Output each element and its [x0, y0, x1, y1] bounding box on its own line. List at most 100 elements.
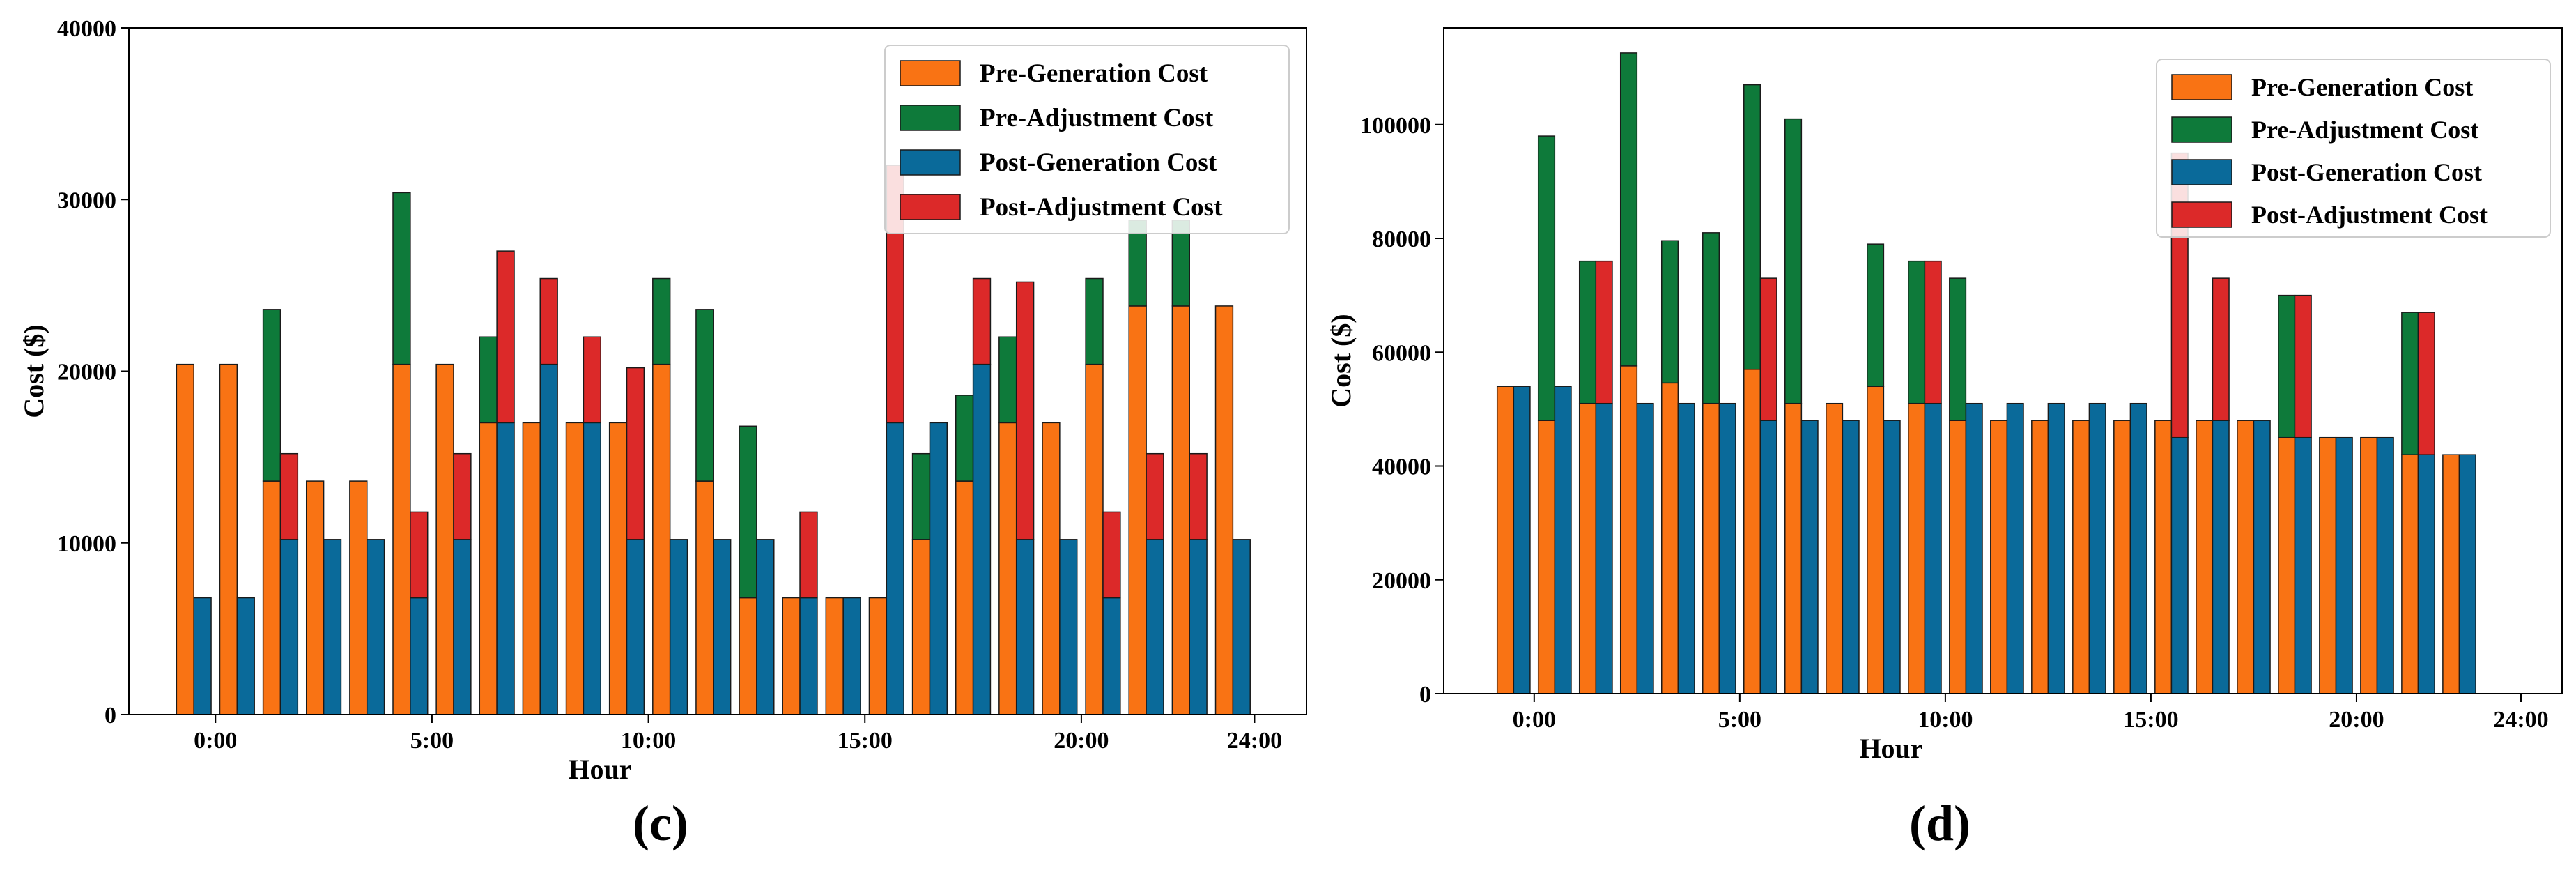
bar-post-adjustment-cost-h18	[972, 277, 992, 365]
bar-pre-generation-cost-h20	[2319, 436, 2337, 694]
bar-pre-adjustment-cost-h11	[652, 277, 671, 365]
bar-post-adjustment-cost-h23	[1189, 452, 1208, 540]
x-tick-label: 15:00	[838, 728, 893, 754]
panel-label-d: (d)	[1909, 795, 1970, 851]
bar-pre-adjustment-cost-h1	[1537, 135, 1556, 421]
bar-pre-generation-cost-h17	[911, 539, 931, 715]
bar-post-adjustment-cost-h10	[626, 367, 645, 540]
bar-post-generation-cost-h9	[1883, 420, 1901, 694]
y-tick-label: 0	[1419, 682, 1431, 708]
bar-post-generation-cost-h4	[1677, 402, 1695, 694]
y-tick-label: 10000	[57, 531, 116, 557]
bar-pre-adjustment-cost-h2	[1578, 260, 1597, 404]
bar-post-generation-cost-h2	[1595, 402, 1613, 694]
bar-post-generation-cost-h7	[496, 422, 515, 715]
bar-post-generation-cost-h16	[886, 422, 904, 715]
bar-post-generation-cost-h9	[583, 422, 601, 715]
bar-pre-generation-cost-h12	[1990, 420, 2008, 694]
bar-post-generation-cost-h23	[2458, 454, 2476, 694]
legend-swatch-pre-generation-cost	[900, 60, 961, 86]
legend-box	[2156, 59, 2551, 238]
bar-pre-generation-cost-h16	[2154, 420, 2173, 694]
bar-pre-generation-cost-h10	[1908, 402, 1926, 694]
bar-post-generation-cost-h4	[366, 539, 385, 715]
bar-post-generation-cost-h19	[1015, 539, 1035, 715]
legend-label-post-generation-cost: Post-Generation Cost	[2251, 158, 2482, 186]
bar-pre-adjustment-cost-h13	[739, 425, 757, 599]
bar-post-generation-cost-h5	[1718, 402, 1736, 694]
bar-pre-generation-cost-h11	[652, 363, 671, 715]
bar-post-generation-cost-h8	[539, 363, 558, 715]
bar-pre-generation-cost-h14	[782, 597, 801, 715]
y-tick-label: 40000	[57, 16, 116, 42]
y-tick-label: 0	[105, 703, 116, 728]
bar-pre-generation-cost-h17	[2196, 420, 2214, 694]
x-tick-label: 5:00	[1718, 707, 1761, 733]
bar-post-generation-cost-h18	[2253, 420, 2271, 694]
bar-post-generation-cost-h15	[2129, 402, 2147, 694]
bar-pre-generation-cost-h18	[955, 480, 974, 715]
bar-post-adjustment-cost-h8	[539, 277, 558, 365]
bar-pre-adjustment-cost-h3	[1619, 52, 1638, 367]
bar-post-adjustment-cost-h14	[799, 511, 818, 599]
legend-box	[884, 45, 1290, 234]
bar-post-generation-cost-h11	[669, 539, 688, 715]
bar-pre-generation-cost-h11	[1949, 420, 1967, 694]
legend-label-post-adjustment-cost: Post-Adjustment Cost	[2251, 201, 2488, 229]
legend-label-post-generation-cost: Post-Generation Cost	[980, 148, 1217, 177]
x-tick-label: 10:00	[1918, 707, 1973, 733]
legend-swatch-post-generation-cost	[900, 149, 961, 176]
legend-swatch-pre-generation-cost	[2171, 74, 2232, 100]
bar-pre-generation-cost-h3	[305, 480, 325, 715]
bar-post-adjustment-cost-h17	[2212, 277, 2230, 421]
bar-post-generation-cost-h6	[453, 539, 472, 715]
bar-post-generation-cost-h10	[626, 539, 645, 715]
legend: Pre-Generation Cost Pre-Adjustment Cost Po…	[884, 45, 1290, 234]
bar-post-generation-cost-h0	[1513, 386, 1531, 694]
bar-pre-generation-cost-h6	[435, 363, 454, 715]
y-tick-label: 100000	[1360, 113, 1431, 139]
panel-label-c: (c)	[633, 795, 688, 851]
bar-post-adjustment-cost-h9	[583, 336, 601, 424]
bar-pre-adjustment-cost-h10	[1908, 260, 1926, 404]
bar-post-adjustment-cost-h2	[279, 452, 299, 540]
bar-pre-generation-cost-h13	[2031, 420, 2049, 694]
bar-pre-generation-cost-h5	[392, 363, 411, 715]
bar-pre-generation-cost-h21	[1085, 363, 1104, 715]
legend-swatch-post-generation-cost	[2171, 159, 2232, 185]
bar-pre-generation-cost-h7	[479, 422, 498, 715]
bar-post-generation-cost-h24	[1232, 539, 1251, 715]
y-tick-label: 80000	[1372, 227, 1431, 252]
bar-post-adjustment-cost-h22	[1146, 452, 1164, 540]
bar-pre-generation-cost-h5	[1702, 402, 1720, 694]
bar-post-generation-cost-h19	[2294, 436, 2312, 694]
bar-post-generation-cost-h3	[1636, 402, 1654, 694]
bar-pre-generation-cost-h4	[349, 480, 368, 715]
bar-pre-generation-cost-h20	[1042, 422, 1061, 715]
legend-label-pre-adjustment-cost: Pre-Adjustment Cost	[2251, 116, 2478, 144]
bar-post-generation-cost-h16	[2170, 436, 2189, 694]
legend-swatch-pre-adjustment-cost	[2171, 116, 2232, 143]
bar-pre-adjustment-cost-h19	[2278, 294, 2296, 438]
x-tick-label: 10:00	[621, 728, 676, 754]
legend-label-pre-adjustment-cost: Pre-Adjustment Cost	[980, 104, 1214, 132]
bar-post-generation-cost-h13	[2047, 402, 2065, 694]
x-axis-label: Hour	[568, 754, 631, 785]
bar-post-generation-cost-h2	[279, 539, 299, 715]
bar-post-generation-cost-h20	[2335, 436, 2353, 694]
x-tick-label: 24:00	[1227, 728, 1282, 754]
bar-post-generation-cost-h12	[2006, 402, 2024, 694]
bar-post-generation-cost-h15	[842, 597, 861, 715]
bar-pre-adjustment-cost-h18	[955, 395, 974, 482]
bar-pre-generation-cost-h9	[1867, 386, 1885, 694]
legend-swatch-pre-adjustment-cost	[900, 105, 961, 131]
bar-post-adjustment-cost-h22	[2417, 312, 2435, 455]
y-tick-label: 40000	[1372, 455, 1431, 480]
bar-pre-adjustment-cost-h7	[1784, 118, 1803, 404]
bar-pre-generation-cost-h22	[1128, 305, 1147, 715]
bar-post-generation-cost-h13	[756, 539, 775, 715]
bar-pre-generation-cost-h16	[868, 597, 888, 715]
bar-post-generation-cost-h21	[1102, 597, 1121, 715]
y-tick-label: 20000	[57, 360, 116, 386]
bar-post-generation-cost-h22	[2417, 454, 2435, 694]
